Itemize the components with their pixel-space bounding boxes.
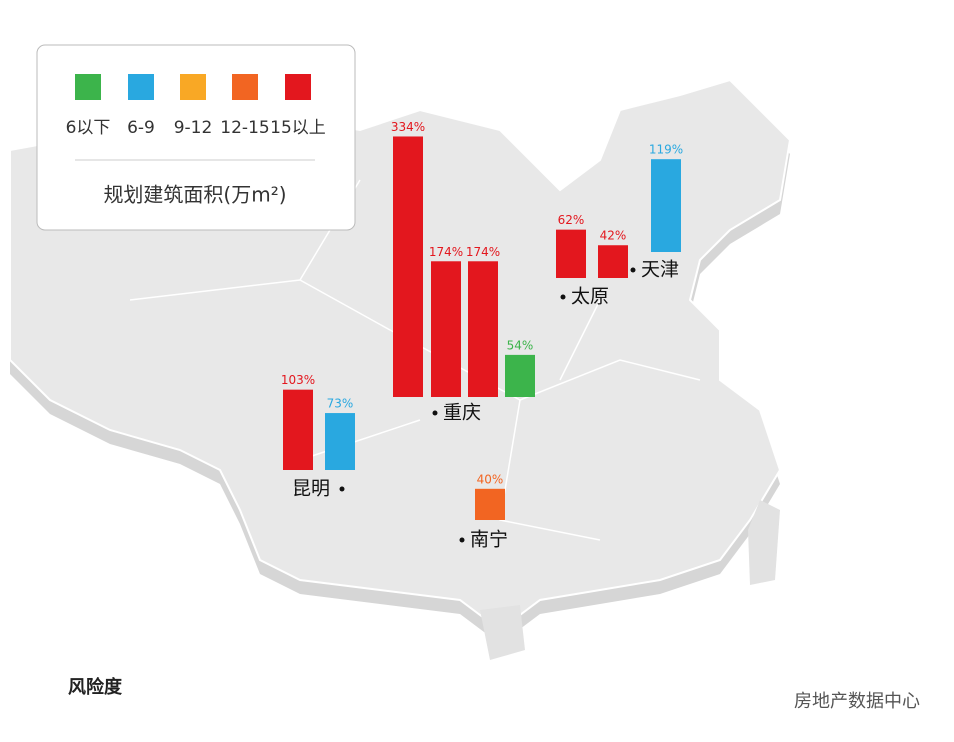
legend-swatch (285, 74, 311, 100)
city-dot (459, 537, 465, 543)
legend-label: 6-9 (127, 118, 155, 138)
bar-label: 119% (649, 143, 683, 157)
city-dot (560, 294, 566, 300)
bar (556, 229, 586, 278)
watermark: 房地产数据中心 (794, 691, 920, 712)
bar-label: 174% (466, 245, 500, 259)
bar (475, 488, 505, 520)
city-label: 昆明 (292, 478, 330, 500)
city-dot (432, 410, 438, 416)
footer: 风险度 (68, 676, 123, 698)
bar (468, 261, 498, 397)
legend-box (36, 44, 356, 231)
city-dot (339, 486, 345, 492)
legend-label: 9-12 (174, 118, 213, 138)
legend-label: 12-15 (220, 118, 269, 138)
bar (598, 245, 628, 278)
bar-label: 73% (327, 397, 354, 411)
legend-swatch (232, 74, 258, 100)
legend-title: 规划建筑面积(万m²) (103, 183, 286, 207)
legend-swatch (128, 74, 154, 100)
city-label: 重庆 (443, 402, 481, 424)
city-label: 天津 (641, 259, 679, 281)
bar-label: 54% (507, 338, 534, 352)
legend-label: 15以上 (270, 118, 326, 138)
bar-label: 103% (281, 373, 315, 387)
bar-label: 174% (429, 245, 463, 259)
bar (393, 136, 423, 398)
bar (505, 354, 535, 397)
city-label: 南宁 (470, 529, 508, 551)
legend-label: 6以下 (66, 118, 111, 138)
legend-swatch (180, 74, 206, 100)
bar-label: 62% (558, 213, 585, 227)
city-dot (630, 267, 636, 273)
bar (325, 413, 355, 470)
bar-label: 42% (600, 229, 627, 243)
bar-label: 334% (391, 120, 425, 134)
city-label: 太原 (571, 286, 609, 308)
bar (283, 389, 313, 470)
legend-swatch (75, 74, 101, 100)
bar (431, 261, 461, 397)
bar-label: 40% (477, 472, 504, 486)
bar (651, 159, 681, 252)
